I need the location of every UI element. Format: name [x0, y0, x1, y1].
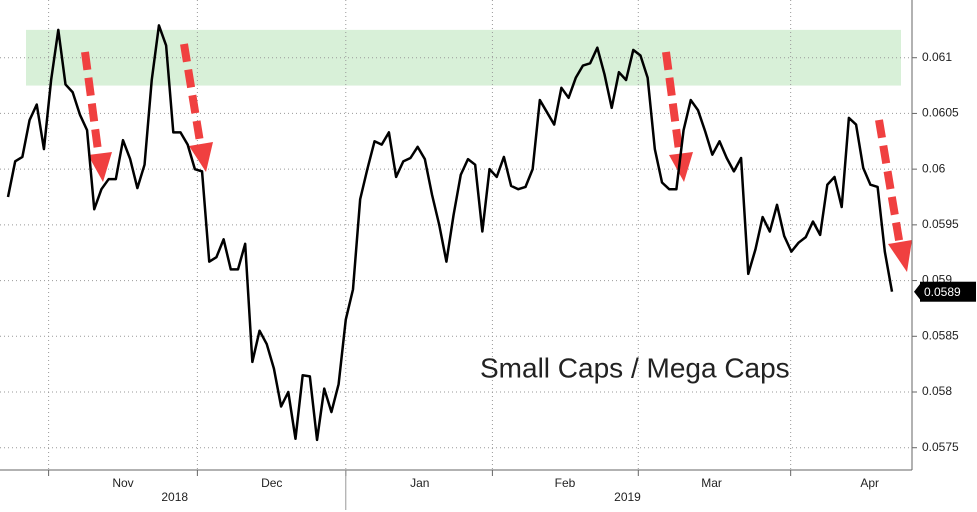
series-line: [6, 24, 894, 442]
arrow-head: [669, 152, 693, 182]
x-tick-label: Feb: [555, 476, 576, 490]
last-value-label: 0.0589: [924, 285, 961, 299]
arrow-head: [88, 152, 112, 182]
arrow-head: [189, 142, 213, 172]
y-tick-label: 0.0575: [922, 440, 959, 454]
arrow-shaft: [180, 43, 205, 149]
y-tick-label: 0.0595: [922, 217, 959, 231]
annotation: Small Caps / Mega Caps: [480, 352, 790, 383]
x-tick-label: Nov: [112, 476, 133, 490]
last-value-box: [920, 281, 976, 302]
y-tick-label: 0.0605: [922, 106, 959, 120]
arrow-head: [888, 240, 912, 272]
y-tick-label: 0.061: [922, 50, 952, 64]
arrow-shaft: [875, 119, 904, 247]
highlight-band: [26, 29, 901, 86]
x-tick-label: Apr: [860, 476, 879, 490]
y-tick-label: 0.058: [922, 384, 952, 398]
y-tick-label: 0.0585: [922, 328, 959, 342]
last-value-pointer: [914, 282, 921, 301]
arrow-shaft: [662, 51, 684, 159]
y-tick-label: 0.06: [922, 161, 946, 175]
arrow-shaft: [81, 51, 103, 159]
x-tick-label: Mar: [701, 476, 722, 490]
x-group-label: 2018: [161, 490, 188, 504]
x-tick-label: Jan: [410, 476, 429, 490]
x-tick-label: Dec: [261, 476, 282, 490]
arrows: [81, 43, 912, 272]
x-group-label: 2019: [614, 490, 641, 504]
